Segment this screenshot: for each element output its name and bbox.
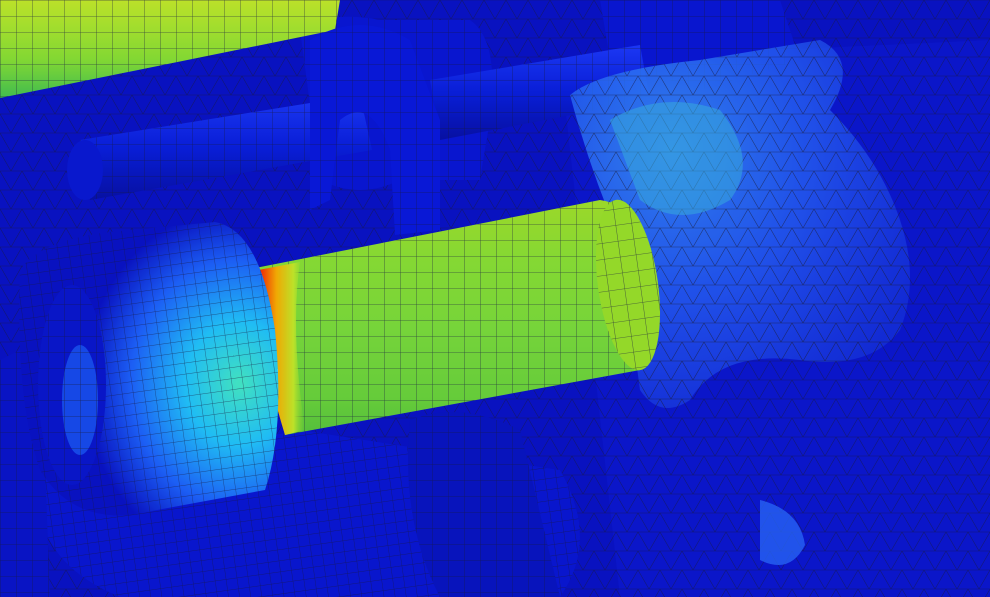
middle-blue-pins [67, 45, 650, 200]
upper-pin [0, 0, 340, 98]
main-pin-shaft [245, 199, 661, 435]
middle-link-plate [310, 25, 440, 235]
bolt-head [19, 222, 279, 516]
